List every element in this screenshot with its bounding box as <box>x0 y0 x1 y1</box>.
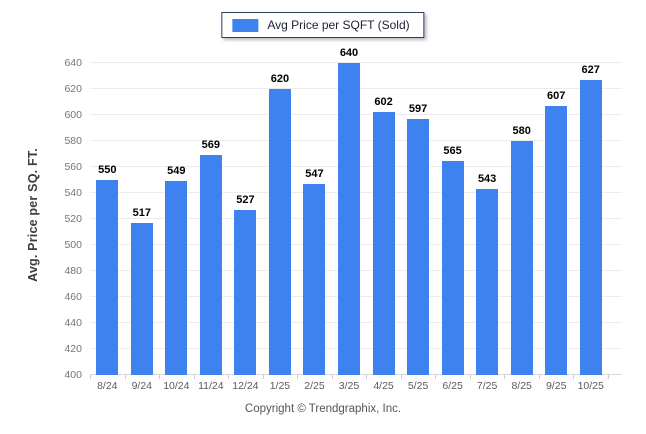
x-tick-label: 6/25 <box>442 380 463 392</box>
x-axis-tick <box>262 375 264 379</box>
bar-value-label: 550 <box>98 164 117 176</box>
bar-value-label: 569 <box>201 139 221 152</box>
bar <box>441 160 464 375</box>
x-tick-label: 5/25 <box>407 380 429 392</box>
bar <box>338 63 360 375</box>
x-axis-tick <box>366 375 368 379</box>
legend-swatch <box>232 18 259 32</box>
x-axis-tick <box>193 375 195 379</box>
y-tick-label: 600 <box>64 109 82 121</box>
x-tick-label: 12/24 <box>232 380 259 392</box>
x-axis-tick <box>504 375 506 379</box>
bar-value-label: 517 <box>132 206 151 219</box>
x-axis-tick <box>573 375 575 379</box>
x-axis-tick <box>124 375 126 379</box>
x-axis-tick <box>608 375 609 379</box>
y-tick-label: 620 <box>64 83 82 95</box>
plot-area: 400 420 440 460 480 500 520 540 560 580 600 620 640 5… <box>64 43 622 392</box>
bar <box>545 105 568 375</box>
bar-value-label: 580 <box>512 125 531 137</box>
x-axis-tick <box>228 375 230 379</box>
x-axis-tick <box>297 375 299 379</box>
x-axis-tick <box>159 375 161 379</box>
y-tick-label: 560 <box>64 161 82 173</box>
x-tick-label: 3/25 <box>338 380 360 392</box>
x-tick-label: 1/25 <box>269 380 291 392</box>
x-tick-label: 9/24 <box>131 380 153 392</box>
x-tick-label: 8/24 <box>97 380 118 392</box>
x-tick-label: 10/25 <box>577 380 604 392</box>
y-tick-label: 640 <box>64 57 82 69</box>
bar <box>303 183 326 375</box>
gridline <box>90 62 622 63</box>
bar-value-label: 549 <box>167 165 186 178</box>
bar <box>130 222 153 375</box>
bar-value-label: 527 <box>236 193 255 206</box>
y-tick-label: 500 <box>64 239 82 251</box>
x-axis-tick <box>90 375 91 379</box>
legend-label: Avg Price per SQFT (Sold) <box>267 18 410 32</box>
y-tick-label: 480 <box>64 265 82 277</box>
y-tick-label: 540 <box>64 187 82 199</box>
x-tick-label: 9/25 <box>545 380 567 392</box>
x-axis-tick <box>435 375 437 379</box>
y-tick-label: 440 <box>64 317 82 329</box>
bar-value-label: 607 <box>547 89 566 102</box>
bar <box>476 189 499 375</box>
bar <box>96 180 119 375</box>
bar-value-label: 602 <box>374 96 393 109</box>
bar <box>510 141 533 375</box>
x-tick-label: 7/25 <box>476 380 498 392</box>
y-tick-label: 400 <box>64 369 82 381</box>
x-tick-label: 8/25 <box>511 380 532 392</box>
y-tick-label: 460 <box>64 291 82 303</box>
x-tick-label: 4/25 <box>373 380 394 392</box>
bar <box>165 181 188 375</box>
bar <box>234 209 257 375</box>
y-tick-label: 520 <box>64 213 82 225</box>
x-axis-tick <box>538 375 540 379</box>
legend: Avg Price per SQFT (Sold) <box>221 12 425 38</box>
bar-value-label: 565 <box>443 144 462 157</box>
y-tick-label: 580 <box>64 135 82 147</box>
bar <box>579 79 602 375</box>
x-tick-label: 11/24 <box>198 380 224 392</box>
bar <box>268 89 291 375</box>
x-axis-tick <box>331 375 333 379</box>
bar <box>407 118 430 375</box>
bar-value-label: 543 <box>477 173 497 186</box>
x-axis-tick <box>469 375 471 379</box>
bar-value-label: 547 <box>305 167 324 180</box>
copyright-text: Copyright © Trendgraphix, Inc. <box>244 403 402 415</box>
bar <box>199 155 222 375</box>
x-tick-label: 2/25 <box>304 380 325 392</box>
bar-value-label: 627 <box>581 63 600 76</box>
x-axis-tick <box>400 375 402 379</box>
x-tick-label: 10/24 <box>163 380 190 392</box>
bar-value-label: 597 <box>408 102 428 115</box>
bar <box>372 112 395 375</box>
y-axis-title: Avg. Price per SQ. FT. <box>26 148 40 282</box>
bar-value-label: 640 <box>339 47 359 59</box>
bar-value-label: 620 <box>270 73 290 85</box>
y-tick-label: 420 <box>64 343 82 355</box>
